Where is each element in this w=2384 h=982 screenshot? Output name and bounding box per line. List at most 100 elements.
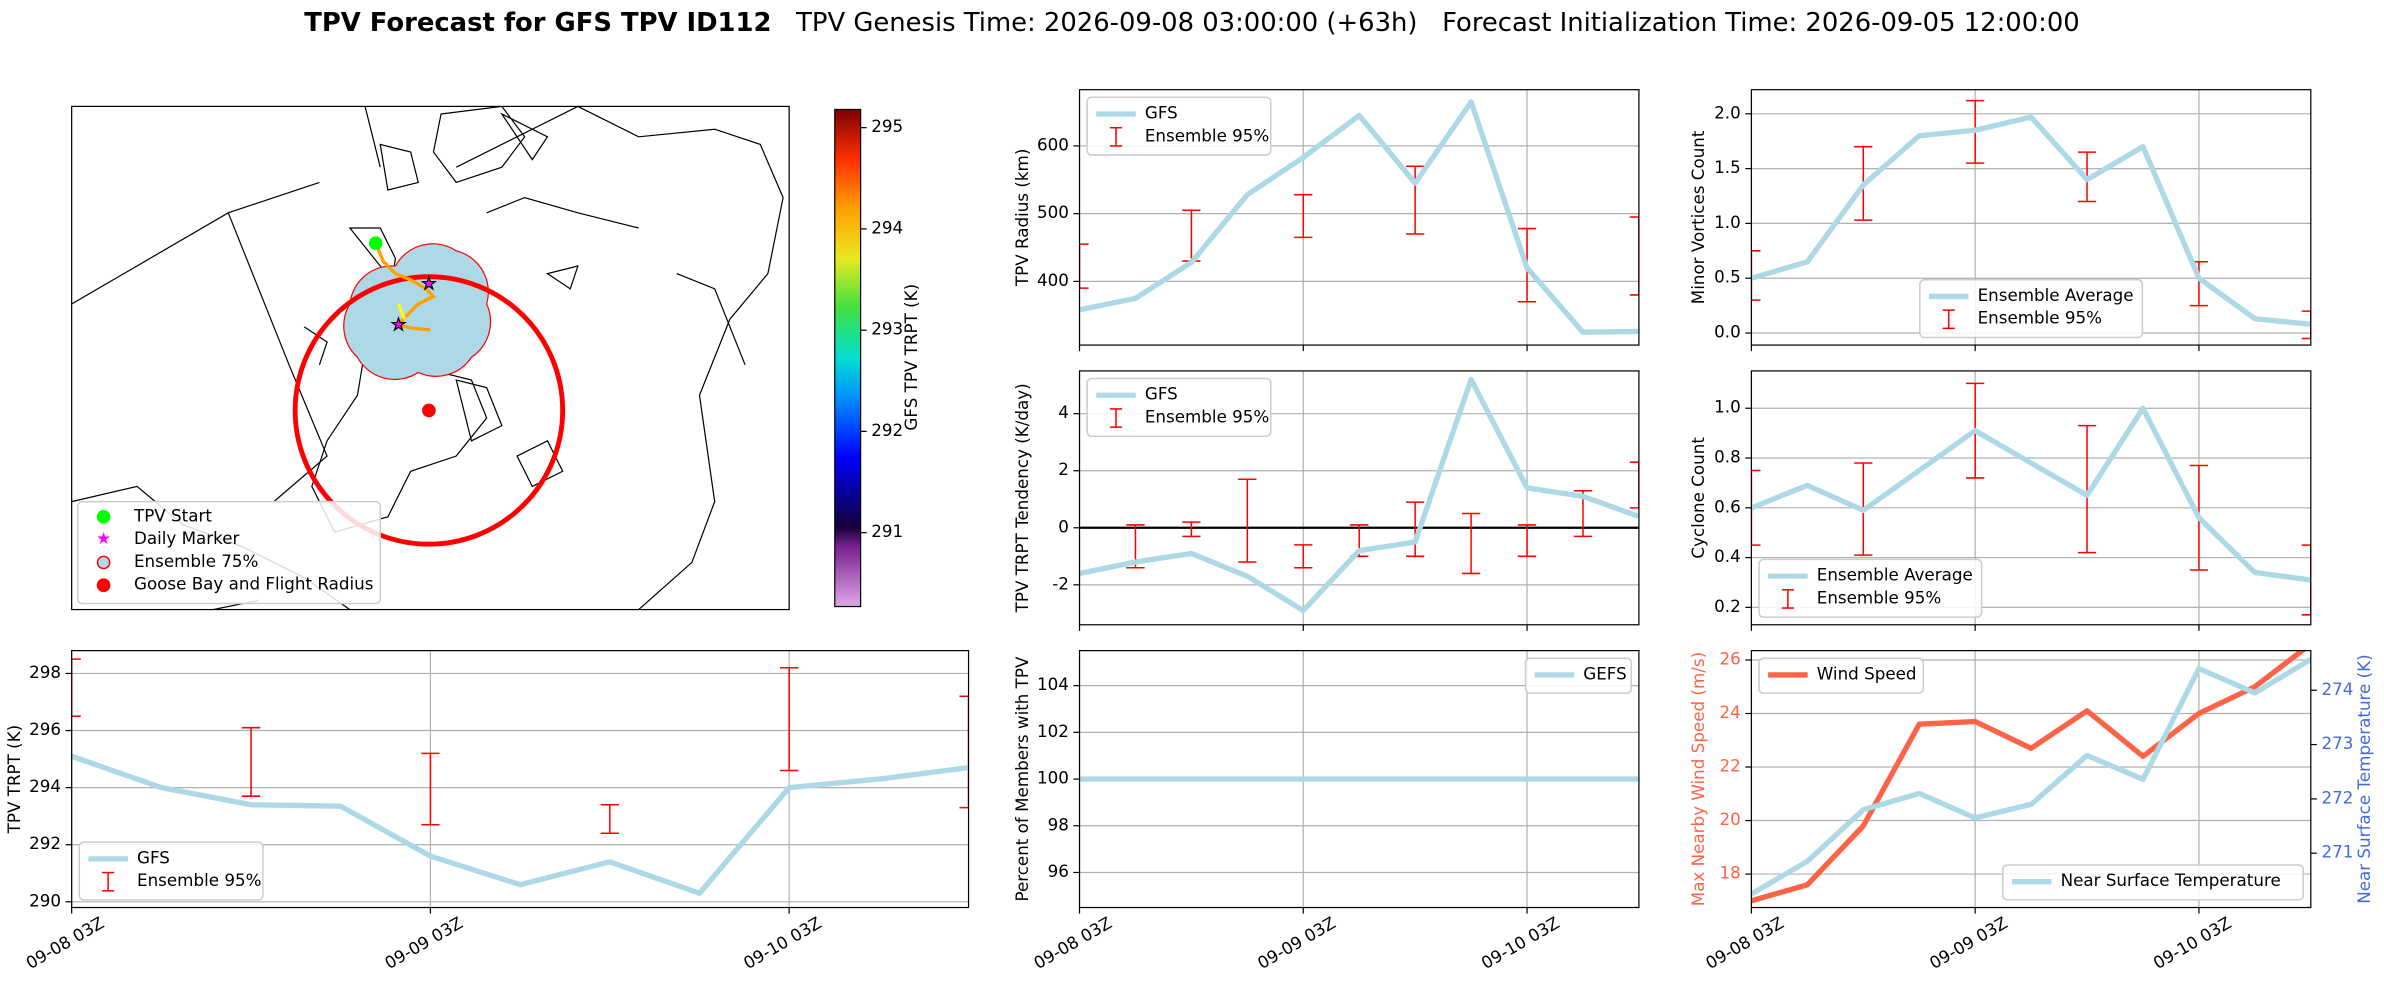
series-line (1751, 114, 2311, 327)
title: TPV Forecast for GFS TPV ID112 (304, 7, 771, 37)
y2-tick-label: 274 (2321, 679, 2353, 699)
error-bar (2301, 544, 2311, 616)
y-tick-label: 20 (1719, 809, 1740, 829)
y-tick-label: 500 (1037, 202, 1069, 222)
legend: GEFS (1524, 657, 1633, 694)
error-bar (1751, 469, 1761, 546)
subtitle: TPV Genesis Time: 2026-09-08 03:00:00 (+… (795, 7, 2080, 37)
map-frame (71, 105, 790, 611)
series-line (71, 753, 969, 896)
y-tick-label: 96 (1048, 861, 1069, 881)
y-tick-label: 4 (1058, 402, 1069, 422)
legend-label: Wind Speed (1817, 663, 1917, 683)
legend: GFS Ensemble 95% (78, 841, 264, 901)
colorbar-tick-label: 295 (871, 116, 903, 136)
coast-islands (455, 265, 579, 488)
legend-box (76, 500, 382, 605)
map-legend: TPV Start ★ Daily Marker Ensemble 75% Go… (76, 500, 382, 605)
error-bar (1517, 524, 1537, 558)
legend-box (2002, 864, 2304, 901)
goose-bay (422, 403, 436, 418)
y-axis-label: Max Nearby Wind Speed (m/s) (1688, 652, 1708, 906)
axes-frame (1750, 370, 2312, 626)
error-bar (241, 726, 261, 797)
legend-label: Near Surface Temperature (2061, 870, 2281, 890)
track-segment (397, 303, 406, 320)
legend-box (1758, 657, 1924, 694)
legend-label: Ensemble 95% (1145, 407, 1269, 427)
legend-label: Ensemble 75% (134, 551, 258, 571)
colorbar-tick-label: 292 (871, 420, 903, 440)
legend-label: Ensemble 95% (1978, 308, 2102, 328)
y-tick-label: 298 (29, 662, 61, 682)
y-tick-label: -2 (1052, 573, 1069, 593)
spacer (771, 7, 796, 37)
error-bar (1461, 512, 1481, 575)
y-tick-label: 0.8 (1714, 447, 1741, 467)
plot-area (1751, 370, 2311, 625)
y-axis-label: TPV TRPT (K) (4, 725, 24, 835)
x-tick-label: 09-08 03Z (1702, 912, 1787, 973)
y-tick-label: 98 (1048, 814, 1069, 834)
map: ★ ★ (71, 106, 784, 610)
y-tick-label: 1.0 (1714, 397, 1741, 417)
figure-title: TPV Forecast for GFS TPV ID112 TPV Genes… (304, 7, 2080, 37)
legend-label: Daily Marker (134, 528, 240, 548)
legend-marker (96, 578, 111, 593)
y-tick-label: 1.0 (1714, 212, 1741, 232)
error-bar (1629, 461, 1639, 509)
y-tick-label: 0.2 (1714, 596, 1741, 616)
axes-frame (1078, 650, 1640, 909)
y-tick-label: 18 (1719, 863, 1740, 883)
error-bar (71, 658, 81, 718)
x-tick-label: 09-10 03Z (740, 912, 825, 973)
error-bar (1629, 216, 1639, 296)
y-tick-label: 400 (1037, 270, 1069, 290)
series-line (1751, 650, 2307, 904)
daily-marker: ★ (421, 273, 436, 293)
error-bar (1238, 478, 1257, 563)
legend-label: GFS (137, 847, 170, 867)
plot-area (1079, 89, 1639, 346)
legend-marker: ★ (96, 528, 111, 548)
y-tick-label: 26 (1719, 648, 1740, 668)
legend: GFS Ensemble 95% (1086, 377, 1272, 438)
plot-area (1751, 650, 2311, 908)
colorbar-tick-label: 291 (871, 521, 903, 541)
error-bar (1294, 544, 1313, 569)
y-tick-label: 296 (29, 719, 61, 739)
y2-tick-label: 272 (2321, 787, 2353, 807)
y-tick-label: 600 (1037, 134, 1069, 154)
y-tick-label: 2.0 (1714, 102, 1741, 122)
flight-radius (292, 274, 566, 547)
y-axis-label: Cyclone Count (1688, 437, 1708, 559)
legend-label: Goose Bay and Flight Radius (134, 574, 373, 594)
legend-box (1919, 278, 2144, 339)
error-bar (2301, 310, 2311, 340)
series-line (1079, 99, 1639, 335)
colorbar (834, 108, 862, 608)
track (374, 242, 437, 332)
legend-label: GFS (1145, 103, 1178, 123)
error-bar (1294, 193, 1313, 239)
daily-marker: ★ (391, 314, 406, 334)
x-tick-label: 09-09 03Z (1254, 912, 1339, 973)
legend: Near Surface Temperature (2002, 864, 2304, 901)
colorbar-tick-label: 293 (871, 319, 903, 339)
axes-frame (1750, 650, 2312, 909)
legend-label: TPV Start (133, 505, 212, 525)
y-tick-label: 0 (1058, 516, 1069, 536)
plot-area (1079, 650, 1639, 908)
y-axis-label: Minor Vortices Count (1688, 130, 1708, 304)
colorbar-tick-label: 294 (871, 217, 903, 237)
error-bar (421, 752, 440, 826)
y-tick-label: 0.4 (1714, 546, 1741, 566)
legend-label: Ensemble Average (1817, 565, 1973, 585)
axes-frame (71, 650, 970, 909)
colorbar-label: GFS TPV TRPT (K) (901, 284, 921, 431)
legend-label: Ensemble 95% (137, 870, 261, 890)
axes-frame (1078, 370, 1640, 626)
y-tick-label: 22 (1719, 756, 1740, 776)
y-axis-label: TPV TRPT Tendency (K/day) (1012, 383, 1032, 613)
